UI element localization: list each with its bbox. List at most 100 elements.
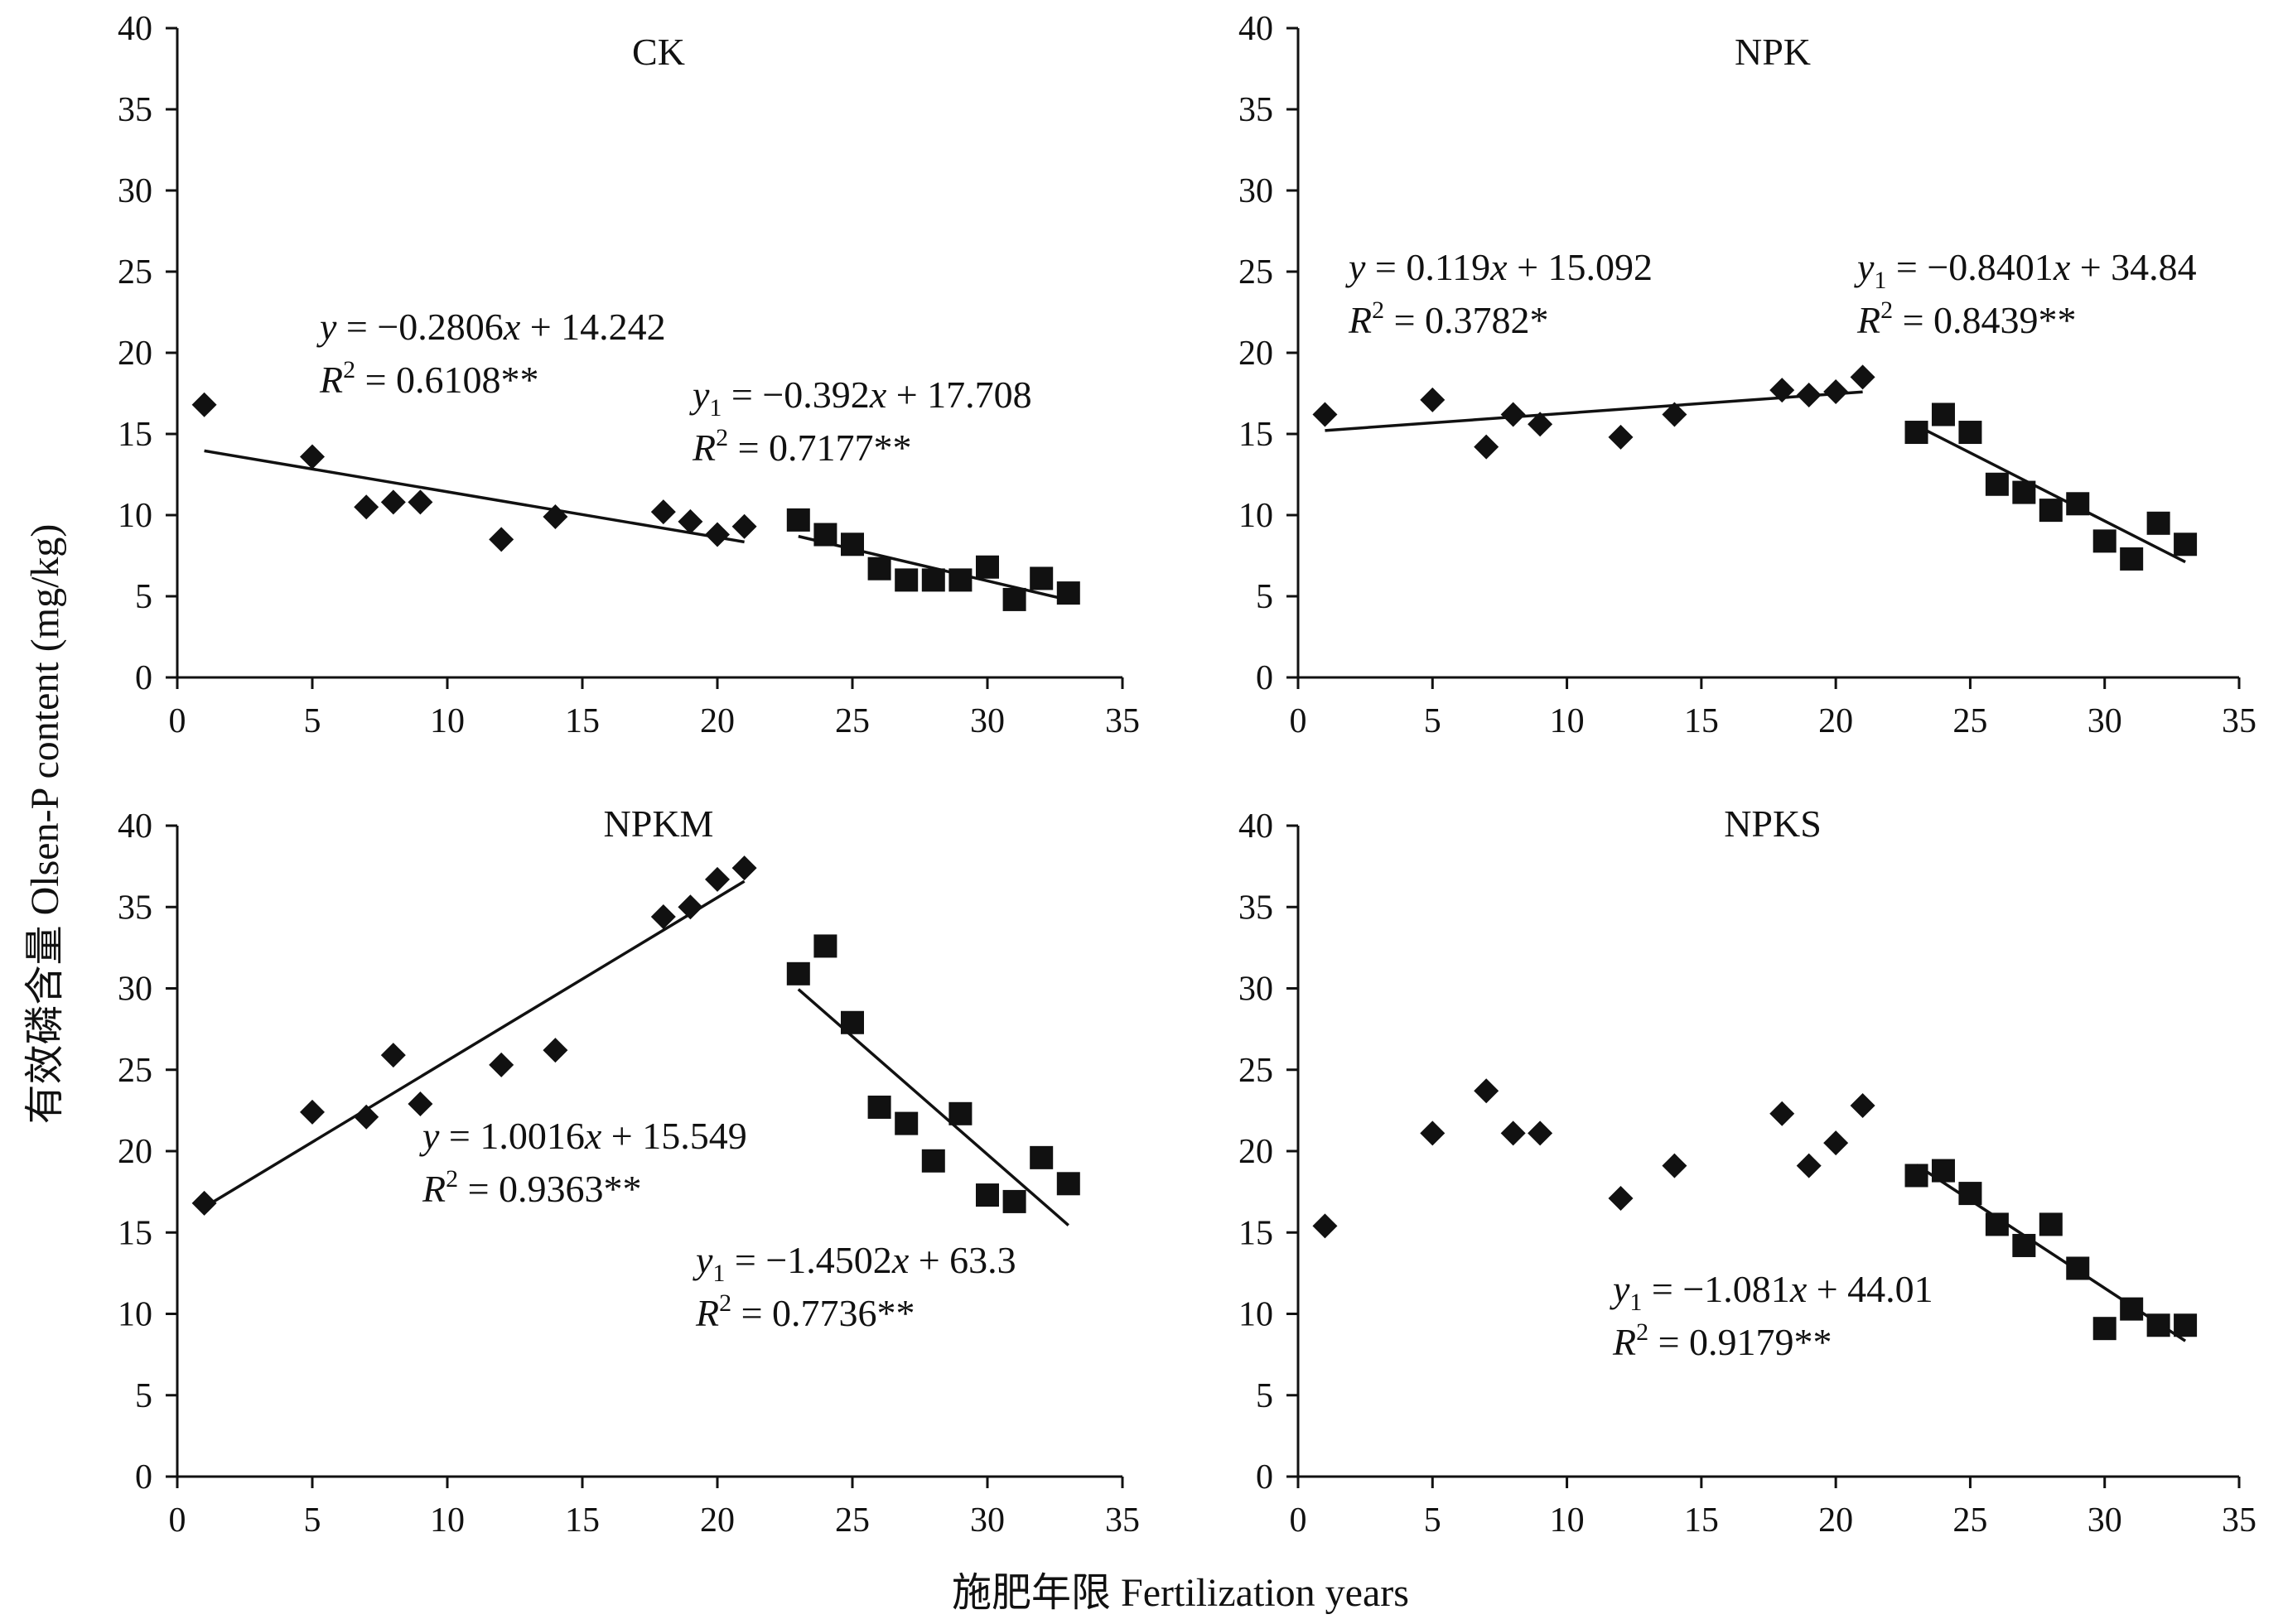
equation-part: 2 [446,1165,458,1193]
trend-line [203,879,746,1209]
y-tick-label: 20 [1238,1133,1273,1171]
trend-line [1915,1164,2187,1342]
data-point-square [2120,547,2144,571]
x-tick-label: 20 [1818,702,1853,740]
equation-part: x [584,1115,602,1157]
y-tick-label: 0 [1256,659,1273,697]
data-point-square [2120,1297,2144,1321]
x-tick-label: 20 [700,702,735,740]
data-point-square [2174,532,2198,557]
y-tick-label: 10 [118,497,152,535]
equation-part: x [2053,246,2071,288]
equation-part: R [695,1292,719,1334]
data-point-diamond [408,1092,433,1117]
panel-title: NPKM [604,802,714,845]
data-point-diamond [1769,1101,1795,1126]
x-tick-label: 30 [2088,702,2122,740]
data-point-square [2146,511,2170,535]
x-tick-label: 15 [565,702,600,740]
equation-part: = −1.081 [1642,1268,1789,1310]
equation-part: + 15.549 [601,1115,746,1157]
panel-title: NPKS [1724,802,1822,845]
x-tick-label: 5 [1424,1501,1441,1540]
y-tick-label: 20 [118,335,152,373]
y-tick-label: 25 [1238,1052,1273,1090]
data-point-diamond [1500,1120,1526,1146]
y-tick-label: 40 [1238,807,1273,846]
data-point-diamond [408,489,433,515]
x-tick-label: 15 [1684,702,1719,740]
x-tick-label: 5 [304,702,321,740]
data-point-square [867,1095,891,1119]
data-point-diamond [191,1190,217,1216]
data-point-square [841,1010,864,1034]
data-point-square [786,508,810,532]
data-point-square [2146,1313,2170,1337]
equation-part: R [1856,299,1880,341]
regression-equation: y = −0.2806x + 14.242 [316,306,666,348]
trend-line [1325,390,1863,432]
y-tick-label: 5 [135,578,152,616]
trend-line [204,449,745,544]
x-tick-label: 10 [1550,702,1585,740]
y-tick-label: 10 [1238,1296,1273,1334]
data-point-square [1056,581,1080,605]
equation-part: + 34.84 [2070,246,2196,288]
data-point-square [813,934,837,958]
data-point-square [2174,1313,2198,1337]
x-tick-label: 20 [700,1501,735,1540]
x-tick-label: 10 [430,702,465,740]
data-point-diamond [678,508,703,534]
x-tick-label: 5 [304,1501,321,1540]
data-point-diamond [1528,412,1553,437]
data-point-diamond [1823,379,1849,405]
y-tick-label: 0 [1256,1458,1273,1496]
regression-equation: y = 1.0016x + 15.549 [419,1115,747,1157]
data-point-diamond [1608,424,1634,450]
equation-part: x [869,373,887,416]
y-tick-label: 40 [118,10,152,48]
x-tick-label: 20 [1818,1501,1853,1540]
data-point-square [921,568,945,592]
y-tick-label: 35 [1238,889,1273,927]
data-point-square [948,568,973,592]
data-point-square [1931,402,1955,426]
data-point-diamond [705,522,730,547]
data-point-diamond [1850,364,1875,390]
x-tick-label: 10 [430,1501,465,1540]
data-point-square [786,961,810,985]
x-tick-label: 0 [169,702,186,740]
x-tick-label: 0 [1290,702,1307,740]
regression-equation: y1 = −1.4502x + 63.3 [693,1239,1016,1287]
regression-equation: y1 = −0.392x + 17.708 [689,373,1032,422]
data-point-diamond [489,527,514,552]
data-point-square [895,1111,919,1135]
equation-part: = 0.6108** [355,359,538,401]
y-tick-label: 0 [135,659,152,697]
data-point-square [895,568,919,592]
data-point-diamond [650,499,676,525]
x-tick-label: 25 [835,1501,870,1540]
r-squared-label: R2 = 0.9363** [422,1165,642,1210]
data-point-square [1904,1164,1928,1188]
data-point-square [948,1101,973,1125]
data-point-square [1030,566,1054,590]
data-point-diamond [1474,1078,1499,1104]
data-point-diamond [731,513,757,539]
equation-part: R [1348,299,1372,341]
equation-part: x [503,306,521,348]
equation-part: R [692,426,716,469]
data-point-square [2066,1256,2090,1280]
equation-part: 2 [1636,1318,1648,1346]
x-tick-label: 0 [169,1501,186,1540]
data-point-square [1904,421,1928,445]
data-point-square [921,1149,945,1173]
data-point-diamond [1420,1120,1446,1146]
r-squared-label: R2 = 0.3782* [1348,296,1549,341]
regression-equation: y1 = −1.081x + 44.01 [1610,1268,1933,1316]
trend-line [1915,424,2186,564]
y-tick-label: 35 [118,91,152,129]
data-point-diamond [543,1038,568,1063]
x-tick-label: 35 [2222,702,2256,740]
y-tick-label: 35 [118,889,152,927]
